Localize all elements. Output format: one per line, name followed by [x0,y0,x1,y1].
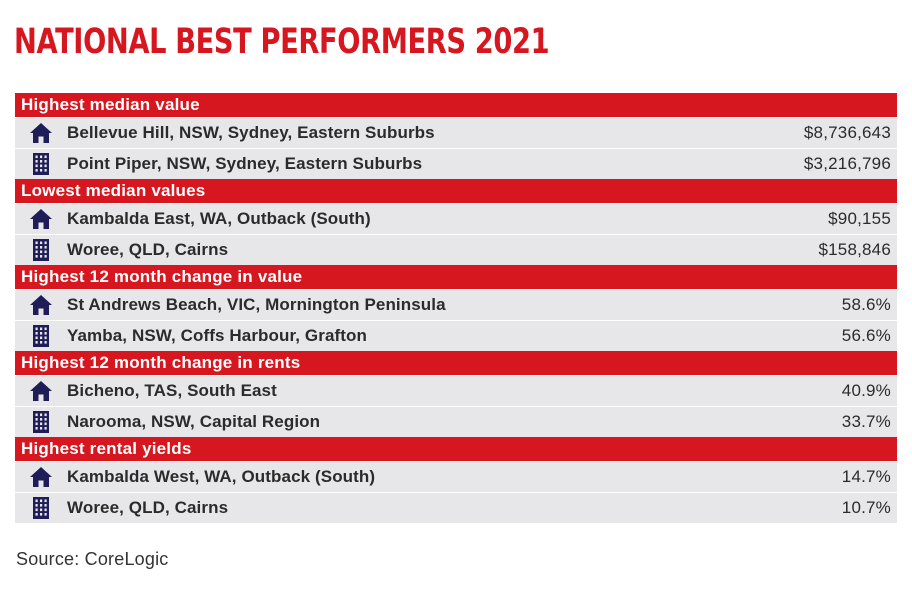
section-highest-median-value: Highest median value Bellevue Hill, NSW,… [15,93,897,179]
place-name: Kambalda East, WA, Outback (South) [67,209,371,228]
section-header: Highest rental yields [15,437,897,461]
table-row: Kambalda West, WA, Outback (South) 14.7% [15,462,897,492]
table-row: St Andrews Beach, VIC, Mornington Penins… [15,290,897,320]
section-highest-rental-yields: Highest rental yields Kambalda West, WA,… [15,437,897,523]
section-highest-12-month-change-rents: Highest 12 month change in rents Bicheno… [15,351,897,437]
section-lowest-median-values: Lowest median values Kambalda East, WA, … [15,179,897,265]
house-icon [15,376,67,406]
section-header: Highest 12 month change in value [15,265,897,289]
section-header: Lowest median values [15,179,897,203]
house-icon [15,290,67,320]
table-row: Kambalda East, WA, Outback (South) $90,1… [15,204,897,234]
metric-value: 56.6% [841,326,891,345]
page-title: NATIONAL BEST PERFORMERS 2021 [14,22,550,62]
metric-value: $158,846 [818,240,891,259]
apartment-building-icon [15,149,67,179]
apartment-building-icon [15,321,67,351]
metric-value: $3,216,796 [803,154,891,173]
section-header: Highest 12 month change in rents [15,351,897,375]
apartment-building-icon [15,407,67,437]
section-header: Highest median value [15,93,897,117]
place-name: Yamba, NSW, Coffs Harbour, Grafton [67,326,367,345]
performers-table: Highest median value Bellevue Hill, NSW,… [15,93,897,523]
table-row: Woree, QLD, Cairns $158,846 [15,235,897,265]
table-row: Bicheno, TAS, South East 40.9% [15,376,897,406]
table-row: Woree, QLD, Cairns 10.7% [15,493,897,523]
table-row: Point Piper, NSW, Sydney, Eastern Suburb… [15,149,897,179]
place-name: Point Piper, NSW, Sydney, Eastern Suburb… [67,154,423,173]
table-row: Yamba, NSW, Coffs Harbour, Grafton 56.6% [15,321,897,351]
metric-value: 58.6% [841,295,891,314]
table-row: Bellevue Hill, NSW, Sydney, Eastern Subu… [15,118,897,148]
metric-value: 40.9% [841,381,891,400]
house-icon [15,118,67,148]
table-row: Narooma, NSW, Capital Region 33.7% [15,407,897,437]
metric-value: 10.7% [841,498,891,517]
place-name: Narooma, NSW, Capital Region [67,412,321,431]
apartment-building-icon [15,235,67,265]
metric-value: $90,155 [828,209,891,228]
metric-value: 14.7% [841,467,891,486]
house-icon [15,204,67,234]
place-name: Bicheno, TAS, South East [67,381,277,400]
apartment-building-icon [15,493,67,523]
source-note: Source: CoreLogic [16,549,169,569]
section-highest-12-month-change-value: Highest 12 month change in value St Andr… [15,265,897,351]
place-name: Bellevue Hill, NSW, Sydney, Eastern Subu… [67,123,435,142]
metric-value: 33.7% [841,412,891,431]
place-name: Woree, QLD, Cairns [67,240,229,259]
place-name: Kambalda West, WA, Outback (South) [67,467,376,486]
house-icon [15,462,67,492]
place-name: Woree, QLD, Cairns [67,498,229,517]
place-name: St Andrews Beach, VIC, Mornington Penins… [67,295,446,314]
metric-value: $8,736,643 [803,123,891,142]
